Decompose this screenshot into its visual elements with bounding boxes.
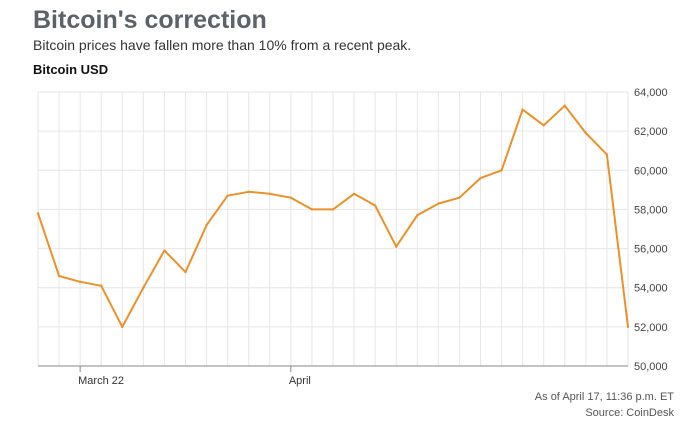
tick-labels: 50,000 52,000 54,000 56,000 58,000 60,000 62,0… — [78, 87, 668, 387]
data-point — [352, 192, 356, 195]
chart-subtitle: Bitcoin prices have fallen more than 10%… — [33, 37, 412, 53]
data-point — [205, 223, 208, 227]
data-point — [605, 153, 609, 156]
series-group — [36, 104, 630, 329]
series-title: Bitcoin USD — [33, 62, 109, 77]
data-point — [57, 274, 61, 278]
source-note: Source: CoinDesk — [585, 407, 674, 419]
data-point — [584, 131, 588, 135]
data-point — [395, 245, 398, 248]
x-tick-label: April — [289, 375, 311, 387]
data-point — [226, 194, 229, 197]
data-point — [78, 280, 82, 284]
y-tick-label: 54,000 — [634, 283, 668, 295]
y-tick-label: 50,000 — [634, 361, 668, 373]
as-of-note: As of April 17, 11:36 p.m. ET — [534, 391, 674, 403]
data-point — [563, 104, 566, 107]
axes — [38, 365, 628, 372]
data-point — [331, 208, 335, 211]
chart-title: Bitcoin's correction — [33, 6, 267, 34]
data-point — [416, 214, 419, 217]
y-tick-label: 60,000 — [634, 165, 668, 177]
data-point — [121, 325, 124, 329]
data-point — [268, 192, 271, 195]
data-point — [626, 325, 630, 329]
data-point — [521, 108, 524, 111]
grid-lines — [37, 91, 629, 367]
data-point — [142, 286, 145, 289]
y-tick-label: 58,000 — [634, 204, 668, 216]
y-tick-label: 52,000 — [634, 322, 668, 334]
data-point — [310, 208, 314, 211]
data-point — [100, 284, 103, 287]
y-tick-label: 64,000 — [634, 87, 668, 99]
y-tick-label: 56,000 — [634, 244, 668, 256]
y-tick-label: 62,000 — [634, 126, 668, 138]
x-tick-label: March 22 — [78, 375, 124, 387]
data-point — [458, 196, 461, 199]
data-point — [184, 270, 187, 274]
data-point — [542, 124, 545, 127]
data-point — [373, 204, 377, 207]
data-point — [247, 190, 250, 194]
data-point — [500, 169, 503, 172]
data-point — [479, 176, 482, 180]
data-point — [437, 202, 440, 205]
data-point — [163, 249, 166, 252]
data-point — [289, 196, 293, 199]
data-point — [36, 212, 40, 215]
